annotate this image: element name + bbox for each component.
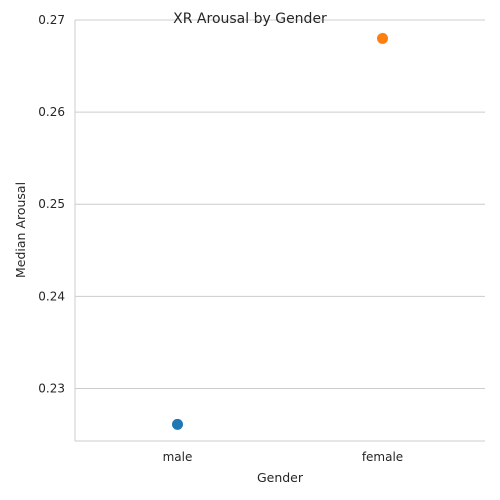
chart-title: XR Arousal by Gender [173, 11, 327, 27]
data-point-female [377, 33, 388, 44]
y-tick-label: 0.25 [38, 197, 65, 211]
y-tick-labels: 0.23 0.24 0.25 0.26 0.27 [38, 13, 65, 395]
x-tick-label: female [362, 450, 403, 464]
y-tick-label: 0.27 [38, 13, 65, 27]
x-axis-label: Gender [257, 470, 304, 485]
y-axis-label: Median Arousal [13, 182, 28, 278]
data-point-male [172, 419, 183, 430]
y-gridlines [75, 20, 485, 388]
x-tick-labels: male female [163, 450, 404, 464]
y-tick-label: 0.24 [38, 289, 65, 303]
y-tick-label: 0.26 [38, 105, 65, 119]
data-points [172, 33, 388, 430]
x-tick-label: male [163, 450, 193, 464]
axis-spines [75, 20, 485, 441]
y-tick-label: 0.23 [38, 381, 65, 395]
